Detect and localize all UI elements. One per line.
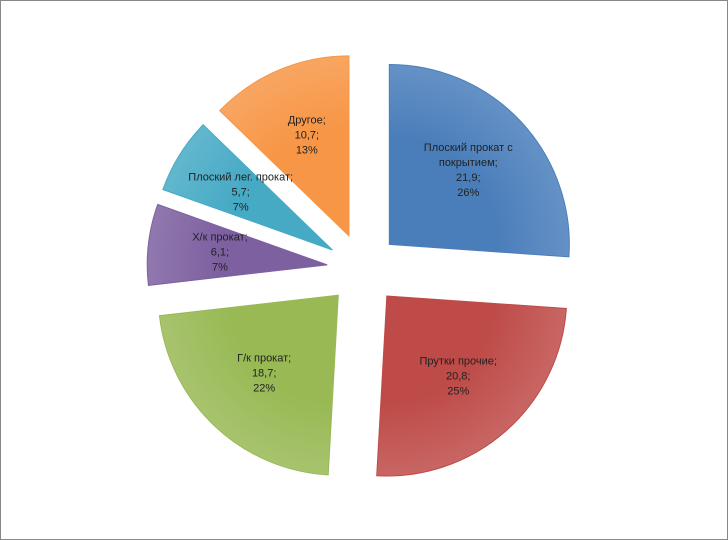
label-value: 10,7; <box>294 129 320 142</box>
pie-slice <box>162 124 333 251</box>
label-category: Плоский лег. прокат; <box>188 171 294 184</box>
pie-slice <box>218 55 350 238</box>
data-label: Г/к прокат; 18,7; 22% <box>202 351 326 396</box>
data-label: Плоский лег. прокат; 5,7; 7% <box>179 170 303 215</box>
label-percent: 7% <box>211 261 228 274</box>
label-percent: 26% <box>457 186 480 199</box>
label-category: Прутки прочие; <box>419 355 497 368</box>
label-percent: 25% <box>447 385 470 398</box>
label-value: 21,9; <box>456 171 481 184</box>
data-label: Прутки прочие; 20,8; 25% <box>396 355 520 400</box>
label-percent: 7% <box>232 201 249 214</box>
label-value: 18,7; <box>251 367 277 380</box>
pie-slice <box>146 203 328 286</box>
label-percent: 13% <box>295 144 318 157</box>
pie-slice <box>376 295 567 477</box>
data-label: Х/к прокат; 6,1; 7% <box>158 230 282 275</box>
label-category: Другое; <box>287 114 326 127</box>
label-category: Х/к прокат; <box>192 231 248 244</box>
label-percent: 22% <box>253 382 276 395</box>
pie-slice <box>388 63 570 258</box>
label-category: Г/к прокат; <box>237 352 292 365</box>
label-value: 5,7; <box>231 186 250 199</box>
data-label: Плоский прокат с покрытием; 21,9; 26% <box>406 141 530 201</box>
label-value: 20,8; <box>446 370 471 383</box>
label-category: Плоский прокат с покрытием; <box>423 141 513 169</box>
data-label: Другое; 10,7; 13% <box>245 114 369 159</box>
pie-slice <box>158 294 339 476</box>
label-value: 6,1; <box>210 246 230 259</box>
